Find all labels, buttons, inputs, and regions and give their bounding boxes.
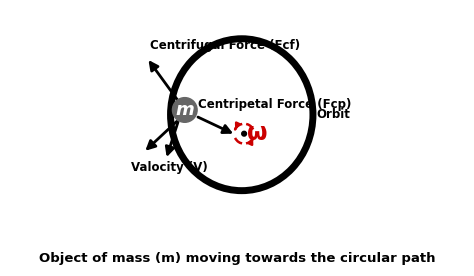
Text: Valocity (V): Valocity (V): [131, 161, 208, 174]
Circle shape: [242, 131, 246, 136]
Text: m: m: [175, 101, 194, 119]
Text: Orbit: Orbit: [317, 108, 350, 121]
Circle shape: [173, 98, 197, 122]
Text: Object of mass (m) moving towards the circular path: Object of mass (m) moving towards the ci…: [39, 252, 435, 265]
Text: Centrifugal Force (Fcf): Centrifugal Force (Fcf): [150, 39, 301, 52]
Text: ω: ω: [247, 121, 267, 145]
Text: Centripetal Force (Fcp): Centripetal Force (Fcp): [198, 98, 351, 111]
